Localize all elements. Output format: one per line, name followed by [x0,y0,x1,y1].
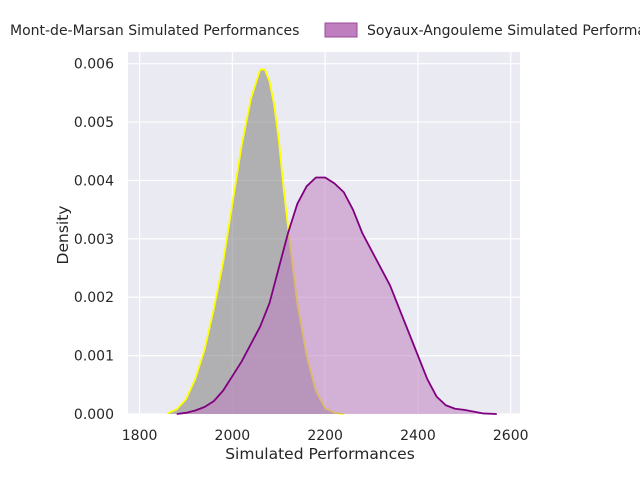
x-axis-ticks: 1800 2000 2200 2400 2600 [122,428,529,444]
y-tick-label: 0.001 [74,349,114,365]
x-tick-label: 2200 [307,428,343,444]
legend-label-mont-de-marsan: Mont-de-Marsan Simulated Performances [10,23,299,39]
density-areas [167,68,497,415]
y-tick-label: 0.000 [74,407,114,423]
y-axis-ticks: 0.000 0.001 0.002 0.003 0.004 0.005 0.006 [74,57,114,423]
legend: Mont-de-Marsan Simulated Performances So… [10,22,640,39]
y-tick-label: 0.006 [74,57,114,73]
y-tick-label: 0.005 [74,115,114,131]
y-tick-label: 0.004 [74,173,114,189]
y-tick-label: 0.003 [74,232,114,248]
x-tick-label: 2400 [400,428,436,444]
x-tick-label: 1800 [122,428,158,444]
x-tick-label: 2000 [215,428,251,444]
x-axis-label: Simulated Performances [225,445,415,463]
x-tick-label: 2600 [493,428,529,444]
y-axis-label: Density [54,206,72,265]
y-tick-label: 0.002 [74,290,114,306]
density-line-series-1 [176,176,497,415]
legend-swatch-soyaux-angouleme [324,22,358,38]
legend-label-soyaux-angouleme: Soyaux-Angouleme Simulated Performances [367,23,640,39]
